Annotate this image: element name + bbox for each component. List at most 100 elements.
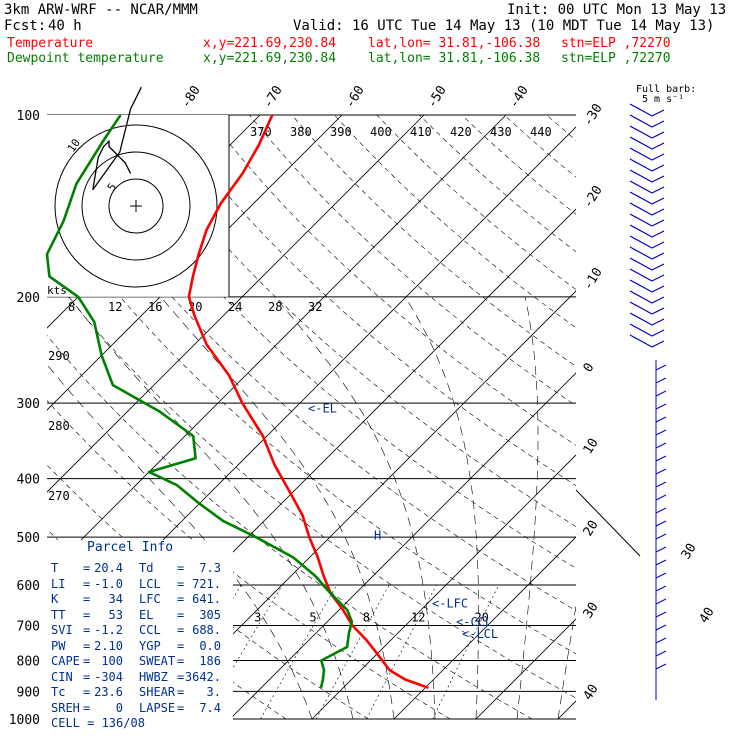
wind-barb	[629, 257, 665, 271]
pressure-tick-label: 900	[17, 685, 40, 700]
hodograph-trace	[92, 86, 142, 191]
dry-adiabat-label: 280	[48, 419, 70, 433]
wind-barb	[629, 191, 665, 205]
hodograph-ring	[81, 151, 191, 261]
parcel-cell: CELL = 136/08	[51, 716, 145, 730]
level-label-el: <-EL	[308, 402, 337, 416]
wind-barb	[629, 125, 665, 139]
dry-adiabat	[121, 115, 576, 528]
isotherm-line	[0, 115, 14, 719]
parcel-label: T	[51, 561, 59, 575]
isotherm-label: 30	[581, 600, 602, 621]
level-label-lcl: <-LCL	[462, 627, 498, 641]
mixing-ratio-label: 5	[309, 610, 316, 624]
theta-label: 390	[330, 125, 352, 139]
isotherm-line	[229, 372, 576, 719]
parcel-row: K = 34 LFC = 641.	[51, 592, 231, 607]
isotherm-label: -20	[581, 183, 606, 211]
parcel-value: 641.	[192, 592, 221, 606]
parcel-row: TT = 53 EL = 305	[51, 608, 231, 623]
parcel-value: 7.4	[199, 700, 221, 715]
wind-barb	[629, 180, 665, 194]
level-label-ccl: <-CCL	[456, 615, 492, 629]
isotherm-line	[47, 115, 343, 411]
parcel-label: SWEAT	[139, 654, 176, 668]
parcel-row: T = 20.4 Td = 7.3	[51, 561, 231, 576]
pressure-tick-label: 800	[17, 654, 40, 669]
parcel-eq: =	[177, 700, 185, 715]
parcel-label: Td	[139, 561, 154, 575]
isotherm-line	[47, 115, 425, 493]
wind-barb	[655, 559, 667, 566]
parcel-label: CAPE	[51, 654, 80, 668]
wind-barb	[629, 158, 665, 172]
parcel-eq: =	[83, 685, 91, 699]
parcel-eq: =	[177, 685, 185, 699]
isotherm-label: 30	[679, 541, 700, 562]
theta-label: 440	[530, 125, 552, 139]
speed-tick-label: 8	[68, 300, 75, 314]
parcel-eq: =	[177, 561, 185, 575]
wind-barb	[629, 323, 665, 337]
parcel-eq: =	[83, 576, 91, 591]
dry-adiabat	[47, 130, 576, 612]
parcel-value: 3.	[206, 685, 221, 699]
parcel-value: 7.3	[199, 561, 221, 575]
isotherm-label: -30	[581, 101, 606, 129]
dry-adiabat-label: 270	[48, 489, 70, 503]
parcel-eq: =	[83, 561, 91, 575]
wind-barb	[655, 390, 667, 397]
wind-barb	[629, 147, 665, 161]
parcel-value: 100	[101, 654, 123, 668]
parcel-label: CCL	[139, 623, 161, 637]
pressure-tick-label: 400	[17, 473, 40, 488]
parcel-row: LI = -1.0 LCL = 721.	[51, 577, 231, 592]
parcel-value: 23.6	[94, 685, 123, 699]
parcel-label: CIN	[51, 669, 73, 684]
parcel-value: 305	[199, 607, 221, 622]
wind-barb	[655, 533, 667, 540]
fcst-value: 40 h	[48, 18, 82, 34]
parcel-value: 0.0	[199, 638, 221, 653]
isotherm-label: 10	[581, 436, 602, 457]
wind-barb	[655, 468, 667, 475]
moist-adiabat	[557, 603, 576, 719]
wind-barb	[655, 494, 667, 501]
parcel-label: Tc	[51, 685, 66, 699]
dry-adiabat	[164, 115, 576, 486]
wind-barbs	[629, 103, 667, 700]
wind-barb	[655, 507, 667, 514]
parcel-eq: =	[83, 592, 91, 606]
theta-label: 410	[410, 125, 432, 139]
dry-adiabat	[47, 334, 533, 719]
pressure-tick-label: 300	[17, 397, 40, 412]
isotherm-label: 20	[581, 518, 602, 539]
isotherm-label: -80	[179, 83, 204, 111]
theta-label: 380	[290, 125, 312, 139]
wind-barb	[655, 637, 667, 644]
parcel-label: LCL	[139, 576, 161, 591]
pressure-tick-label: 200	[17, 291, 40, 306]
mixing-ratio-line	[260, 584, 337, 719]
wind-barb	[655, 663, 667, 670]
init-time: Init: 00 UTC Mon 13 May 13	[507, 2, 727, 18]
parcel-label: SHEAR	[139, 685, 176, 699]
parcel-eq: =	[177, 607, 185, 622]
barb-note-1: Full barb:	[636, 84, 697, 95]
theta-label: 430	[490, 125, 512, 139]
parcel-row: SVI = -1.2 CCL = 688.	[51, 623, 231, 638]
parcel-eq: =	[177, 592, 185, 606]
wind-barb	[629, 301, 665, 315]
model-title: 3km ARW-WRF -- NCAR/MMM	[4, 2, 198, 18]
wind-barb	[629, 169, 665, 183]
isotherm-label: -10	[581, 265, 606, 293]
level-label-lfc: <-LFC	[432, 596, 468, 610]
speed-tick-label: 16	[148, 300, 162, 314]
isotherm-label: 0	[581, 361, 598, 376]
parcel-eq: =	[83, 654, 91, 668]
dry-adiabat-label: 290	[48, 349, 70, 363]
mixing-ratio-label: 3	[254, 610, 261, 624]
wind-barb	[629, 279, 665, 293]
parcel-info-panel: Parcel Info T = 20.4 Td = 7.3 LI = -1.0 …	[47, 540, 233, 730]
